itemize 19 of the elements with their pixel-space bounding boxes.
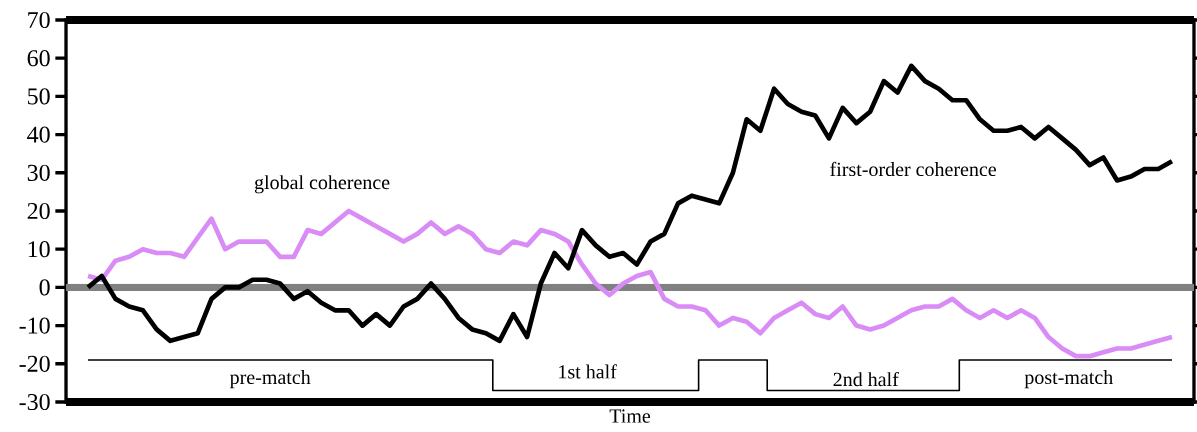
y-tick-label: 50 bbox=[28, 88, 50, 105]
annotation: post-match bbox=[1024, 370, 1113, 389]
y-tick-label: 60 bbox=[27, 50, 50, 67]
series-label: global coherence bbox=[254, 175, 390, 194]
y-tick-label: -20 bbox=[19, 355, 50, 372]
annotation: pre-match bbox=[229, 370, 311, 389]
y-tick-label: 40 bbox=[27, 126, 50, 143]
annotation: 1st half bbox=[559, 364, 617, 379]
line-series bbox=[85, 63, 1175, 344]
x-axis-title: Time bbox=[609, 409, 651, 423]
y-tick-label: -10 bbox=[19, 317, 50, 334]
y-tick-label: 0 bbox=[39, 279, 50, 296]
y-tick-label: 20 bbox=[27, 202, 50, 220]
annotation: 2nd half bbox=[833, 371, 899, 387]
y-tick-label: -30 bbox=[19, 393, 50, 411]
series-label: first-order coherence bbox=[830, 161, 996, 177]
y-tick-label: 10 bbox=[28, 241, 50, 258]
y-tick-label: 30 bbox=[27, 164, 50, 181]
y-tick-label: 70 bbox=[28, 11, 50, 29]
